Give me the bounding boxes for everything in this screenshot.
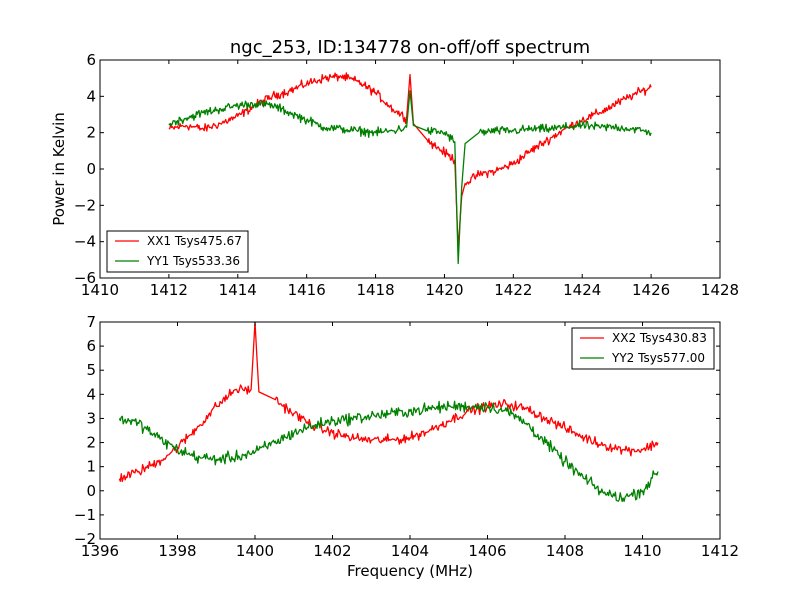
y-tick-label: 6 [86,51,96,69]
y-tick-label: −1 [74,506,96,524]
x-tick-label: 1396 [81,542,119,560]
y-tick-label: −4 [74,233,96,251]
x-tick-label: 1404 [391,542,429,560]
bottom-plot-panel: 1396 1398 1400 1402 1404 1406 1408 1410 1412−2−1… [74,313,739,580]
figure-title: ngc_253, ID:134778 on-off/off spectrum [230,37,590,58]
x-tick-label: 1398 [158,542,196,560]
series-line-top-1 [168,90,652,265]
y-tick-label: 0 [86,160,96,178]
legend-label-1: YY1 Tsys533.36 [146,254,240,268]
x-tick-label: 1410 [81,281,119,299]
y-tick-label: 4 [86,87,96,105]
x-tick-label: 1424 [563,281,601,299]
x-tick-label: 1426 [632,281,670,299]
y-tick-label: 5 [86,361,96,379]
x-tick-label: 1420 [425,281,463,299]
x-tick-label: 1406 [468,542,506,560]
legend-label-0: XX1 Tsys475.67 [147,234,242,248]
y-tick-label: 0 [86,482,96,500]
series-line-bottom-1 [118,400,659,503]
x-axis-label: Frequency (MHz) [347,562,473,580]
x-tick-label: 1416 [288,281,326,299]
legend-label-1: YY2 Tsys577.00 [611,351,705,365]
y-tick-label: −6 [74,269,96,287]
y-tick-label: −2 [74,530,96,548]
x-tick-label: 1412 [701,542,739,560]
legend: XX1 Tsys475.67 YY1 Tsys533.36 [106,230,249,273]
y-tick-label: 3 [86,409,96,427]
x-tick-label: 1410 [623,542,661,560]
y-axis-label: Power in Kelvin [50,112,68,226]
x-tick-label: 1422 [494,281,532,299]
x-tick-label: 1402 [313,542,351,560]
legend: XX2 Tsys430.83 YY2 Tsys577.00 [571,327,715,370]
x-tick-label: 1418 [356,281,394,299]
y-tick-label: 1 [86,458,96,476]
x-tick-label: 1400 [236,542,274,560]
x-tick-label: 1408 [546,542,584,560]
x-tick-label: 1412 [150,281,188,299]
y-tick-label: 4 [86,385,96,403]
y-tick-label: 2 [86,434,96,452]
y-tick-label: 2 [86,124,96,142]
legend-label-0: XX2 Tsys430.83 [612,331,707,345]
x-tick-label: 1428 [701,281,739,299]
legend-box [571,327,715,370]
y-tick-label: −2 [74,196,96,214]
legend-box [106,230,249,273]
y-tick-label: 6 [86,337,96,355]
top-plot-panel: 1410 1412 1414 1416 1418 1420 1422 1424 1426 1428… [50,51,739,299]
series-line-bottom-0 [118,321,659,483]
y-tick-label: 7 [86,313,96,331]
x-tick-label: 1414 [219,281,257,299]
